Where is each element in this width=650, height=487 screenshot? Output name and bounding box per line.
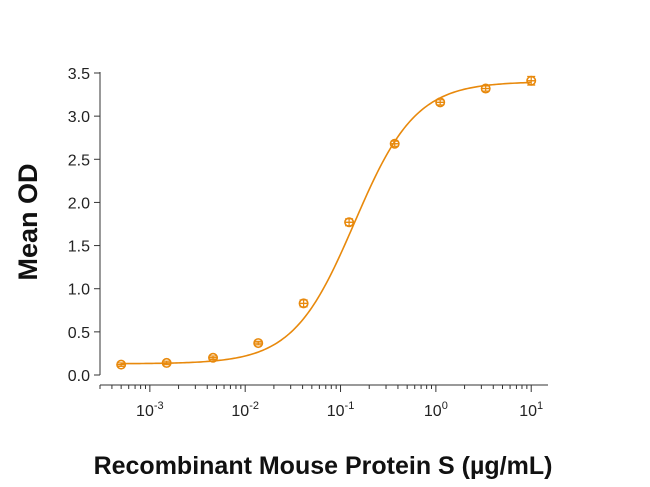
x-tick-label: 101 xyxy=(519,400,543,420)
x-axis-title: Recombinant Mouse Protein S (µg/mL) xyxy=(94,452,553,480)
y-tick-label: 0.5 xyxy=(68,325,90,342)
x-axis: 10-3 10-2 10-1 100 101 xyxy=(99,384,548,420)
y-tick-label: 0.0 xyxy=(68,368,90,385)
x-tick-label: 10-1 xyxy=(327,400,355,420)
fit-curve xyxy=(121,81,532,365)
y-axis-title: Mean OD xyxy=(13,163,43,280)
y-tick-label: 3.5 xyxy=(68,66,90,83)
x-tick-label: 10-2 xyxy=(231,400,259,420)
x-tick-label: 100 xyxy=(424,400,448,420)
y-tick-label: 3.0 xyxy=(68,109,90,126)
y-tick-label: 2.0 xyxy=(68,195,90,212)
plot-area xyxy=(116,75,537,370)
y-tick-label: 2.5 xyxy=(68,152,90,169)
y-tick-label: 1.0 xyxy=(68,282,90,299)
y-axis: 0.0 0.5 1.0 1.5 2.0 2.5 3.0 3.5 xyxy=(68,66,101,385)
x-tick-label: 10-3 xyxy=(136,400,164,420)
y-tick-label: 1.5 xyxy=(68,239,90,256)
